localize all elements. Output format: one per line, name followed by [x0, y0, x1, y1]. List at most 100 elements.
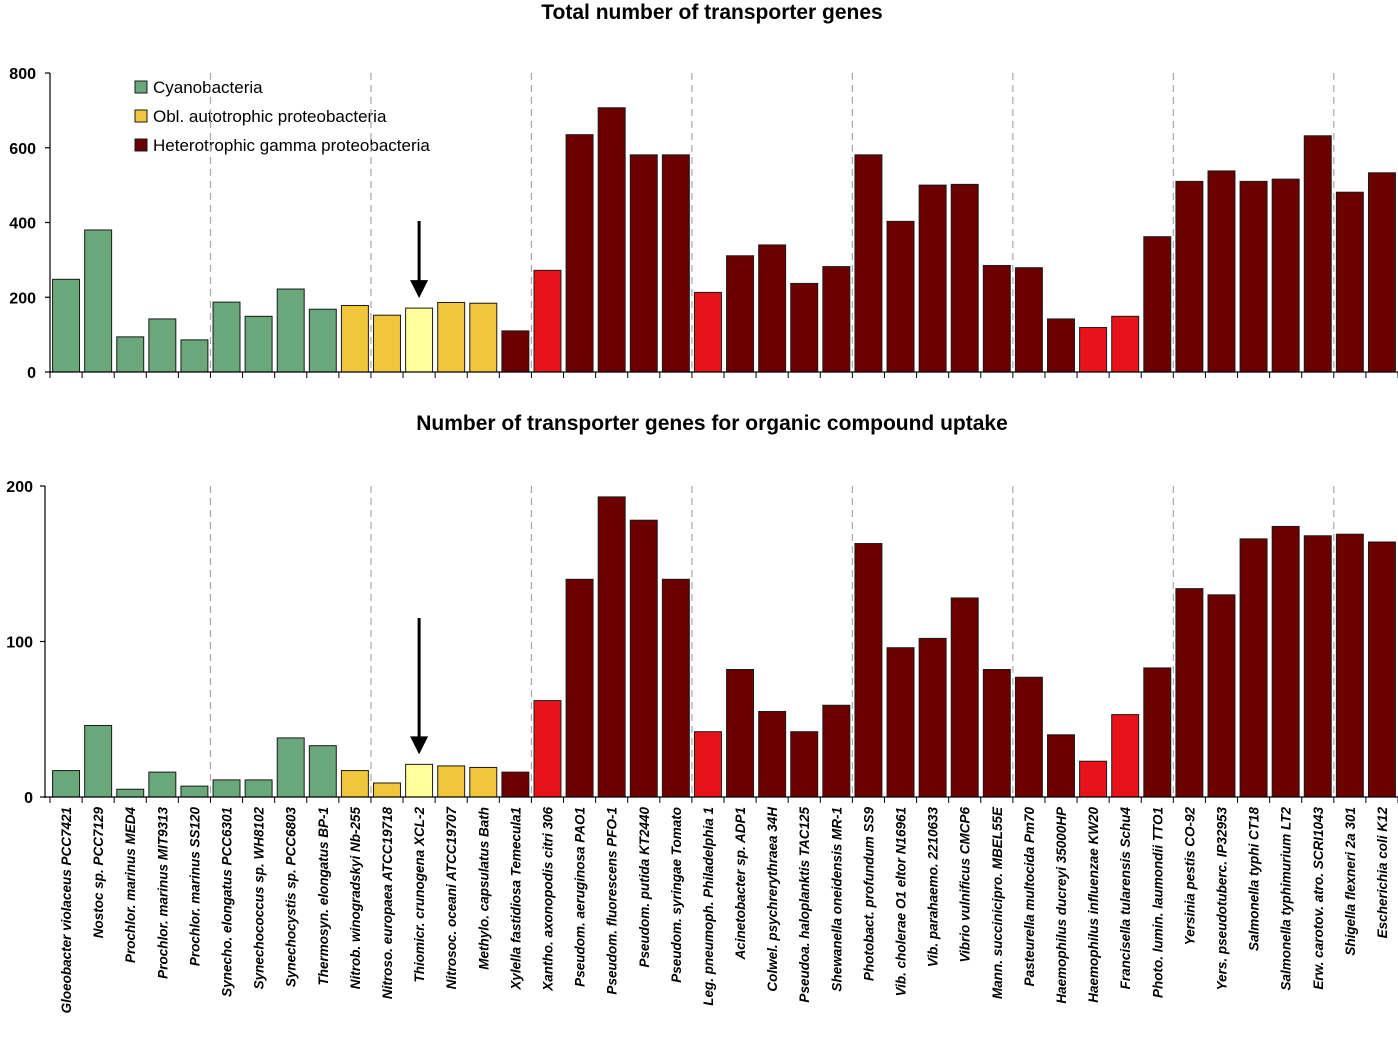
x-tick-label-haemophilus-ducreyi-35000hp: Haemophilus ducreyi 35000HP: [1054, 806, 1069, 1004]
bar-nostoc-sp-pcc7129: [84, 724, 113, 798]
bar-erw-carotov-atro-scri1043: [1303, 135, 1332, 373]
x-tick-label-colwel-psychrerythraea-34h: Colwel. psychrerythraea 34H: [765, 807, 780, 992]
arrow-marker: [410, 618, 429, 755]
bar-xylella-fastidiosa-temecula1: [501, 330, 530, 373]
y-tick-label: 0: [27, 365, 36, 382]
bar-yers-pseudotuberc-ip32953: [1207, 170, 1236, 373]
bar-salmonella-typhimurium-lt2: [1271, 178, 1300, 373]
bar-shigella-flexneri-2a-301: [1335, 533, 1364, 798]
top-panel-total-transporters: Total number of transporter genes 0 200 400…: [9, 1, 1398, 382]
bar-salmonella-typhimurium-lt2: [1271, 525, 1300, 798]
x-tick-label-vib-parahaemo-2210633: Vib. parahaemo. 2210633: [926, 807, 941, 968]
x-tick-label-yers-pseudotuberc-ip32953: Yers. pseudotuberc. IP32953: [1214, 807, 1229, 991]
y-tick-label: 200: [6, 479, 33, 496]
bar-haemophilus-influenzae-kw20: [1079, 327, 1108, 373]
bar-shewanella-oneidensis-mr-1: [822, 266, 851, 373]
x-tick-label-methylo-capsulatus-bath: Methylo. capsulatus Bath: [476, 807, 491, 970]
x-tick-label-photo-lumin-laumondii-tto1: Photo. lumin. laumondii TTO1: [1150, 807, 1165, 998]
x-tick-label-pseudom-fluorescens-pfo-1: Pseudom. fluorescens PFO-1: [605, 807, 620, 995]
x-tick-label-thermosyn-elongatus-bp-1: Thermosyn. elongatus BP-1: [316, 807, 331, 986]
x-tick-label-pasteurella-multocida-pm70: Pasteurella multocida Pm70: [1022, 807, 1037, 987]
chart-title: Number of transporter genes for organic …: [416, 412, 1008, 435]
bar-nitroso-europaea-atcc19718: [373, 314, 401, 373]
x-tick-label-synechococcus-sp-wh8102: Synechococcus sp. WH8102: [252, 807, 267, 990]
y-tick-label: 400: [9, 216, 36, 233]
bar-xantho-axonopodis-citri-306: [533, 269, 562, 373]
bar-erw-carotov-atro-scri1043: [1303, 535, 1332, 798]
x-tick-label-pseudom-putida-kt2440: Pseudom. putida KT2440: [637, 807, 652, 968]
y-tick-label: 800: [9, 66, 36, 83]
bar-pasteurella-multocida-pm70: [1014, 267, 1043, 373]
x-tick-label-pseudoa-haloplanktis-tac125: Pseudoa. haloplanktis TAC125: [797, 807, 812, 1003]
bar-synechocystis-sp-pcc6803: [276, 288, 305, 373]
bar-salmonella-typhi-ct18: [1239, 180, 1268, 373]
y-tick-label: 100: [6, 635, 33, 652]
bar-thermosyn-elongatus-bp-1: [308, 308, 337, 373]
x-tick-label-francisella-tularensis-schu4: Francisella tularensis Schu4: [1118, 807, 1133, 990]
x-tick-label-prochlor-marinus-ss120: Prochlor. marinus SS120: [187, 807, 202, 967]
bar-acinetobacter-sp-adp1: [726, 255, 755, 373]
bar-escherichia-coli-k12: [1367, 541, 1396, 798]
x-tick-label-erw-carotov-atro-scri1043: Erw. carotov. atro. SCRI1043: [1311, 807, 1326, 990]
x-tick-label-synechocystis-sp-pcc6803: Synechocystis sp. PCC6803: [284, 807, 299, 988]
bar-nitrosoc-oceani-atcc19707: [437, 301, 466, 373]
bar-francisella-tularensis-schu4: [1111, 315, 1140, 373]
x-tick-label-pseudom-aeruginosa-pao1: Pseudom. aeruginosa PAO1: [573, 807, 588, 987]
x-tick-label-nitrosoc-oceani-atcc19707: Nitrosoc. oceani ATCC19707: [444, 806, 459, 990]
bar-nostoc-sp-pcc7129: [84, 229, 113, 373]
bar-salmonella-typhi-ct18: [1239, 538, 1268, 798]
bar-thermosyn-elongatus-bp-1: [308, 745, 337, 798]
x-tick-label-shigella-flexneri-2a-301: Shigella flexneri 2a 301: [1343, 807, 1358, 956]
x-tick-label-gloeobacter-violaceus-pcc7421: Gloeobacter violaceus PCC7421: [59, 807, 74, 1013]
bar-pseudoa-haloplanktis-tac125: [790, 282, 819, 373]
bar-pseudom-putida-kt2440: [629, 154, 658, 373]
bar-pseudom-syringae-tomato: [661, 154, 690, 373]
bar-vib-parahaemo-2210633: [918, 637, 947, 798]
x-tick-label-xantho-axonopodis-citri-306: Xantho. axonopodis citri 306: [540, 807, 555, 992]
bar-nitrosoc-oceani-atcc19707: [437, 765, 466, 798]
bar-pseudoa-haloplanktis-tac125: [790, 731, 819, 798]
bar-gloeobacter-violaceus-pcc7421: [52, 770, 81, 798]
bar-mann-succinicipro-mbel55e: [982, 668, 1011, 798]
bar-synechococcus-sp-wh8102: [244, 315, 273, 373]
bar-photobact-profundum-ss9: [854, 543, 883, 798]
bar-synecho-elongatus-pcc6301: [212, 779, 241, 798]
bar-pseudom-fluorescens-pfo-1: [597, 496, 626, 798]
x-tick-label-vib-cholerae-o1-eltor-n16961: Vib. cholerae O1 eltor N16961: [894, 807, 909, 996]
bar-francisella-tularensis-schu4: [1111, 714, 1140, 798]
bar-vib-parahaemo-2210633: [918, 184, 947, 373]
x-tick-label-yersinia-pestis-co-92: Yersinia pestis CO-92: [1182, 807, 1197, 946]
x-tick-label-leg-pneumoph-philadelphia-1: Leg. pneumoph. Philadelphia 1: [701, 807, 716, 1006]
bottom-panel-organic-uptake: Number of transporter genes for organic …: [6, 412, 1398, 807]
x-tick-label-nitrob-winogradskyi-nb-255: Nitrob. winogradskyi Nb-255: [348, 807, 363, 990]
x-tick-label-haemophilus-influenzae-kw20: Haemophilus influenzae KW20: [1086, 807, 1101, 1003]
bar-yers-pseudotuberc-ip32953: [1207, 594, 1236, 798]
bar-vibrio-vulnificus-cmcp6: [950, 597, 979, 798]
bar-nitroso-europaea-atcc19718: [373, 782, 401, 798]
x-tick-label-synecho-elongatus-pcc6301: Synecho. elongatus PCC6301: [220, 807, 235, 997]
bar-methylo-capsulatus-bath: [469, 766, 498, 798]
bar-nitrob-winogradskyi-nb-255: [340, 770, 369, 798]
x-tick-label-nitroso-europaea-atcc19718: Nitroso. europaea ATCC19718: [380, 807, 395, 1000]
bar-mann-succinicipro-mbel55e: [982, 264, 1011, 373]
bar-haemophilus-ducreyi-35000hp: [1047, 318, 1075, 373]
y-tick-label: 0: [24, 790, 33, 807]
bar-colwel-psychrerythraea-34h: [758, 244, 787, 373]
bar-colwel-psychrerythraea-34h: [758, 710, 787, 798]
bar-escherichia-coli-k12: [1367, 172, 1396, 373]
x-tick-label-acinetobacter-sp-adp1: Acinetobacter sp. ADP1: [733, 807, 748, 961]
bar-nitrob-winogradskyi-nb-255: [340, 304, 369, 373]
bar-synechococcus-sp-wh8102: [244, 779, 273, 798]
bar-prochlor-marinus-med4: [116, 788, 145, 798]
legend-label-auto: Obl. autotrophic proteobacteria: [153, 107, 387, 126]
y-tick-label: 600: [9, 141, 36, 158]
bar-shewanella-oneidensis-mr-1: [822, 704, 851, 798]
bar-thiomicr-crunogena-xcl-2: [405, 763, 434, 798]
bar-vibrio-vulnificus-cmcp6: [950, 183, 979, 373]
bar-synecho-elongatus-pcc6301: [212, 301, 241, 373]
x-tick-label-prochlor-marinus-med4: Prochlor. marinus MED4: [123, 807, 138, 964]
legend-label-cyano: Cyanobacteria: [153, 78, 263, 97]
legend-swatch-cyano: [134, 80, 148, 94]
bar-vib-cholerae-o1-eltor-n16961: [886, 220, 915, 373]
